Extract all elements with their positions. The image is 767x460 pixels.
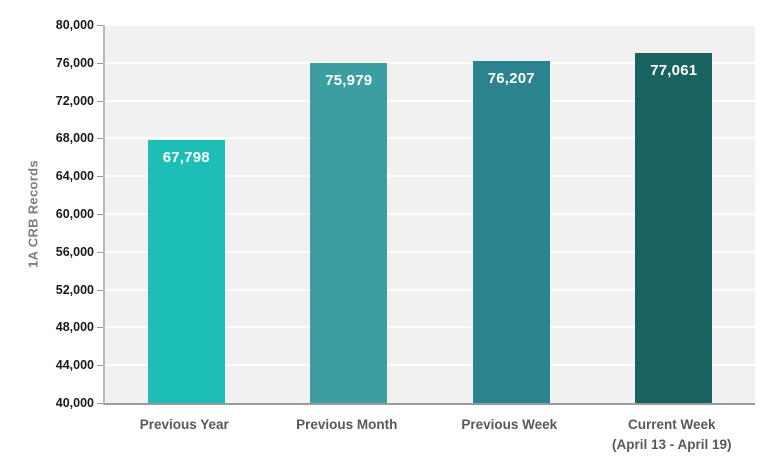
y-tick-mark — [97, 365, 103, 367]
x-category-label: Previous Year — [139, 417, 229, 432]
y-tick-mark — [97, 138, 103, 140]
gridline — [105, 137, 755, 140]
y-tick-label: 80,000 — [55, 18, 94, 32]
y-tick-label: 52,000 — [55, 282, 94, 297]
bar-4: 77,061 — [635, 52, 713, 403]
bar-value-label: 75,979 — [325, 72, 373, 89]
y-tick-label: 68,000 — [55, 131, 94, 146]
y-tick-label: 40,000 — [55, 396, 94, 410]
x-category-label: Previous Month — [296, 417, 398, 432]
gridline — [105, 24, 755, 26]
gridline — [105, 61, 755, 64]
y-tick-label: 60,000 — [55, 207, 94, 221]
bar-3: 76,207 — [472, 60, 550, 403]
bar-1: 67,798 — [147, 140, 225, 403]
y-tick-mark — [97, 327, 103, 329]
y-tick-mark — [97, 176, 103, 178]
gridline — [105, 364, 755, 367]
gridline — [105, 213, 755, 215]
bar-2: 75,979 — [310, 63, 388, 403]
bar-value-label: 77,061 — [650, 61, 698, 79]
bar-value-label: 67,798 — [162, 149, 210, 167]
gridline — [105, 250, 755, 253]
y-tick-mark — [97, 62, 103, 64]
gridline — [105, 99, 755, 102]
gridline — [105, 326, 755, 329]
y-tick-label: 44,000 — [55, 358, 94, 373]
y-tick-label: 72,000 — [55, 93, 94, 108]
y-tick-mark — [97, 214, 103, 215]
y-tick-mark — [97, 25, 103, 26]
y-tick-mark — [97, 289, 103, 291]
y-tick-label: 48,000 — [55, 320, 94, 335]
y-tick-mark — [97, 251, 103, 253]
x-category-label: Current Week (April 13 - April 19) — [611, 417, 732, 452]
plot-area: 67,798 75,979 76,207 77,061 — [103, 24, 755, 405]
y-tick-label: 76,000 — [55, 55, 94, 70]
gridline — [105, 175, 755, 178]
y-tick-mark — [97, 100, 103, 102]
y-tick-label: 56,000 — [55, 244, 94, 259]
gridline — [105, 288, 755, 291]
y-tick-mark — [97, 403, 103, 404]
x-category-label: Previous Week — [461, 417, 558, 432]
bar-value-label: 76,207 — [487, 69, 535, 87]
y-tick-label: 64,000 — [55, 169, 94, 184]
